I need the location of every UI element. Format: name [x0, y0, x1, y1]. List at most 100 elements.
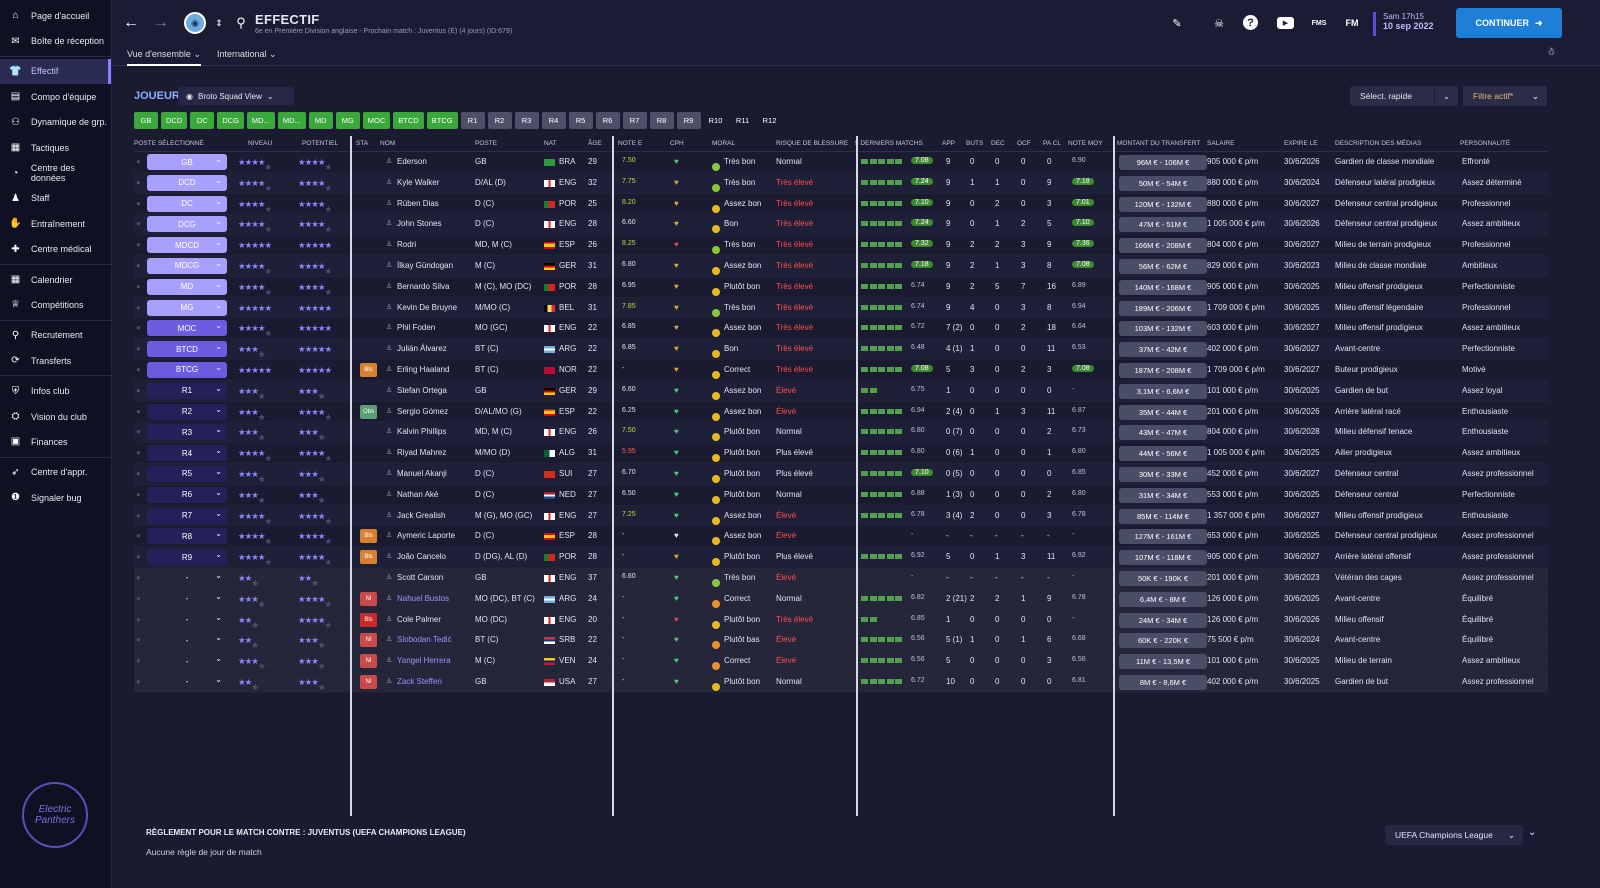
- row-select-dot[interactable]: ●: [136, 656, 141, 666]
- position-button[interactable]: R12: [762, 116, 777, 125]
- column-header[interactable]: PA CL: [1043, 140, 1061, 147]
- row-select-dot[interactable]: ●: [136, 531, 141, 541]
- position-select[interactable]: - ⌄: [147, 653, 227, 669]
- chevron-down-icon[interactable]: ⌄: [1434, 86, 1458, 106]
- row-select-dot[interactable]: ●: [136, 177, 141, 187]
- player-name[interactable]: Riyad Mahrez: [397, 448, 447, 458]
- column-header[interactable]: DEC: [991, 140, 1005, 147]
- table-row[interactable]: ● - ⌄ ★★ ★ ★ ★ ★★★★ ★ Bls ♙ Cole Palmer MO (DC) ENG 20…: [134, 609, 1548, 631]
- position-button[interactable]: MD...: [277, 112, 306, 129]
- row-select-dot[interactable]: ●: [136, 323, 141, 333]
- position-select[interactable]: DCD ⌄: [147, 174, 227, 191]
- row-select-dot[interactable]: ●: [136, 572, 141, 582]
- table-row[interactable]: ● MOC ⌄ ★★★★ ★ ★★★★★ ♙ Phil Foden MO (GC) ENG 22 6.…: [134, 318, 1548, 340]
- table-row[interactable]: ● DCD ⌄ ★★★★ ★ ★★★★ ★ ♙ Kyle Walker D/AL (D) ENG 32…: [134, 172, 1548, 194]
- position-select[interactable]: - ⌄: [147, 612, 227, 628]
- sidebar-item-9[interactable]: ✚ Centre médical: [0, 237, 111, 262]
- player-name[interactable]: Bernardo Silva: [397, 281, 450, 291]
- table-row[interactable]: ● MD ⌄ ★★★★ ★ ★★★★ ★ ♙ Bernardo Silva M (C), MO (…: [134, 277, 1548, 298]
- club-switch-icon[interactable]: ⇕: [215, 17, 223, 28]
- sidebar-item-0[interactable]: ⌂ Page d'accueil: [0, 3, 111, 28]
- player-name[interactable]: Nathan Aké: [397, 489, 439, 499]
- row-select-dot[interactable]: ●: [136, 489, 141, 499]
- position-button[interactable]: R7: [622, 112, 647, 129]
- position-select[interactable]: R1 ⌄: [147, 382, 227, 399]
- player-name[interactable]: Kyle Walker: [397, 177, 440, 187]
- sidebar-item-15[interactable]: ⛭ Vision du club: [0, 404, 111, 429]
- player-name[interactable]: Julián Álvarez: [397, 344, 447, 354]
- column-header[interactable]: ÂGE: [588, 140, 602, 147]
- position-select[interactable]: BTCG ⌄: [147, 361, 227, 378]
- quick-select-dropdown[interactable]: Sélect. rapide ⌄: [1350, 86, 1458, 106]
- position-button[interactable]: MOC: [362, 112, 391, 129]
- column-header[interactable]: 5 DERNIERS MATCHS: [855, 140, 923, 147]
- row-select-dot[interactable]: ●: [136, 281, 141, 291]
- skull-icon[interactable]: ☠: [1214, 17, 1224, 30]
- column-header[interactable]: PERSONNALITÉ: [1460, 140, 1511, 147]
- row-select-dot[interactable]: ●: [136, 614, 141, 624]
- position-button[interactable]: R1: [460, 112, 485, 129]
- position-button[interactable]: R11: [735, 116, 750, 125]
- position-select[interactable]: - ⌄: [147, 632, 227, 648]
- sidebar-item-6[interactable]: ◔ Centre des données: [0, 160, 111, 185]
- position-select[interactable]: - ⌄: [147, 570, 227, 586]
- sidebar-item-16[interactable]: ▣ Finances: [0, 429, 111, 454]
- sidebar-item-1[interactable]: ✉ Boîte de réception: [0, 28, 111, 53]
- row-select-dot[interactable]: ●: [136, 198, 141, 208]
- player-name[interactable]: Nahuel Bustos: [397, 593, 450, 603]
- table-row[interactable]: ● - ⌄ ★★ ★ ★ ★ ★★ ★ ★ ★ ♙ Scott Carson GB ENG 37 6.60 ♥ Tr…: [134, 567, 1548, 589]
- table-row[interactable]: ● - ⌄ ★★★ ★ ★ ★★★ ★ ★ NI ♙ Yangel Herrera M (C) VEN 24…: [134, 651, 1548, 672]
- position-button[interactable]: DC: [190, 112, 215, 129]
- player-name[interactable]: Scott Carson: [397, 572, 444, 582]
- position-select[interactable]: MDCG ⌄: [147, 257, 227, 274]
- position-select[interactable]: - ⌄: [147, 591, 227, 607]
- table-row[interactable]: ● BTCG ⌄ ★★★★★ ★★★★★ Bls ♙ Erling Haaland BT (C)…: [134, 360, 1548, 381]
- position-button[interactable]: DCG: [217, 112, 244, 129]
- player-name[interactable]: Kevin De Bruyne: [397, 302, 458, 312]
- table-row[interactable]: ● BTCD ⌄ ★★★ ★ ★ ★★★★★ ♙ Julián Álvarez BT (C) ARG…: [134, 339, 1548, 360]
- row-select-dot[interactable]: ●: [136, 260, 141, 270]
- sidebar-item-3[interactable]: ▤ Compo d'équipe: [0, 84, 111, 109]
- position-select[interactable]: DC ⌄: [147, 195, 227, 212]
- position-button[interactable]: MD: [308, 112, 333, 129]
- fm-icon[interactable]: FM: [1343, 15, 1361, 31]
- position-button[interactable]: R3: [514, 112, 539, 129]
- position-button[interactable]: R8: [649, 112, 674, 129]
- position-select[interactable]: DCG ⌄: [147, 216, 227, 233]
- player-name[interactable]: Kalvin Phillips: [397, 427, 447, 437]
- filter-dropdown[interactable]: Filtre actif* ⌄: [1463, 86, 1547, 106]
- youtube-icon[interactable]: ▶: [1277, 17, 1294, 29]
- table-row[interactable]: ● DC ⌄ ★★★★ ★ ★★★★ ★ ♙ Rúben Dias D (C) POR 25 8.20 ♥…: [134, 194, 1548, 215]
- table-row[interactable]: ● - ⌄ ★★★ ★ ★ ★★★★ ★ NI ♙ Nahuel Bustos MO (DC), BT…: [134, 588, 1548, 610]
- player-name[interactable]: Zack Steffen: [397, 676, 442, 686]
- back-icon[interactable]: ←: [123, 14, 139, 31]
- position-button[interactable]: R9: [676, 112, 701, 129]
- row-select-dot[interactable]: ●: [136, 468, 141, 478]
- tab-international[interactable]: International ⌄: [217, 49, 277, 59]
- table-row[interactable]: ● R5 ⌄ ★★★ ★ ★ ★★★ ★ ★ ♙ Manuel Akanji D (C) SUI 27 6.…: [134, 463, 1548, 485]
- position-select[interactable]: GB ⌄: [147, 154, 227, 170]
- sidebar-item-4[interactable]: ⚇ Dynamique de grp.: [0, 110, 111, 135]
- player-name[interactable]: Rúben Dias: [397, 198, 439, 208]
- column-header[interactable]: MONTANT DU TRANSFERT: [1117, 140, 1201, 147]
- table-row[interactable]: ● R8 ⌄ ★★★★ ★ ★★★★ ★ Bls ♙ Aymeric Laporte D (C) ES…: [134, 526, 1548, 548]
- sidebar-item-13[interactable]: ⟳ Transferts: [0, 348, 111, 373]
- notification-icon[interactable]: ☃: [1546, 46, 1556, 58]
- sidebar-item-8[interactable]: ✋ Entraînement: [0, 211, 111, 236]
- search-icon[interactable]: ⚲: [236, 15, 246, 30]
- column-header[interactable]: NIVEAU: [248, 140, 273, 147]
- position-select[interactable]: R8 ⌄: [147, 528, 227, 545]
- table-row[interactable]: ● - ⌄ ★★ ★ ★ ★ ★★★ ★ ★ NI ♙ Slobodan Tedić BT (C) SRB 2…: [134, 630, 1548, 652]
- column-header[interactable]: EXPIRE LE: [1284, 140, 1318, 147]
- column-header[interactable]: RISQUE DE BLESSURE: [776, 140, 849, 147]
- sidebar-item-12[interactable]: ⚲ Recrutement: [0, 323, 111, 348]
- player-name[interactable]: Jack Grealish: [397, 510, 446, 520]
- player-name[interactable]: Cole Palmer: [397, 614, 442, 624]
- position-select[interactable]: MG ⌄: [147, 299, 227, 316]
- player-name[interactable]: Manuel Akanji: [397, 468, 447, 478]
- table-row[interactable]: ● MDCG ⌄ ★★★★ ★ ★★★★ ★ ♙ İlkay Gündogan M (C) GER 3…: [134, 255, 1548, 277]
- table-row[interactable]: ● MG ⌄ ★★★★★ ★★★★★ ♙ Kevin De Bruyne M/MO (C) BE…: [134, 297, 1548, 319]
- sidebar-item-5[interactable]: ▦ Tactiques: [0, 135, 111, 160]
- sidebar-item-11[interactable]: ♕ Compétitions: [0, 292, 111, 317]
- position-select[interactable]: R6 ⌄: [147, 486, 227, 503]
